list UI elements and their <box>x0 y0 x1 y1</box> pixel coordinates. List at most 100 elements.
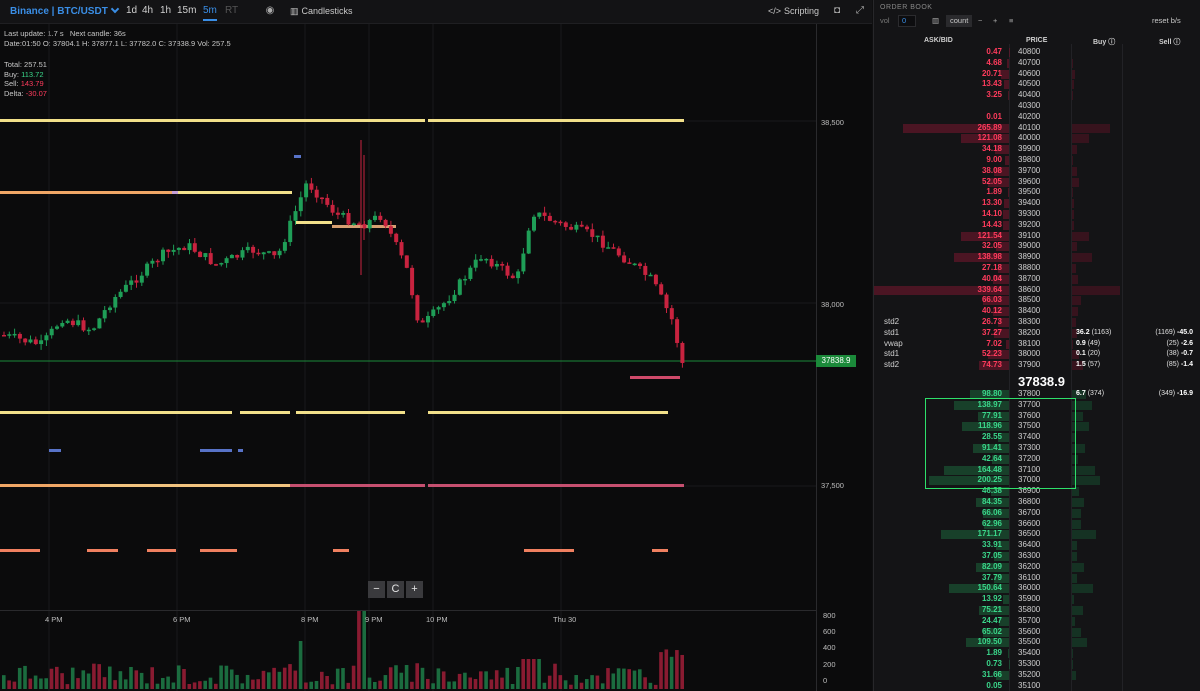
eye-icon[interactable]: ◉ <box>265 5 275 16</box>
camera-icon[interactable]: ◘ <box>833 5 841 16</box>
bid-row[interactable]: 66.06 36700 <box>874 508 1200 519</box>
time-axis[interactable]: 4 PM 6 PM 8 PM 9 PM 10 PM Thu 30 <box>0 610 816 624</box>
zoom-out-button[interactable]: − <box>368 581 385 598</box>
ask-row[interactable]: 1.89 39500 <box>874 187 1200 198</box>
ask-row[interactable]: 40.04 38700 <box>874 274 1200 285</box>
bid-row[interactable]: 33.91 36400 <box>874 540 1200 551</box>
candle <box>664 294 669 309</box>
bid-row[interactable]: 65.02 35600 <box>874 627 1200 638</box>
minus-icon[interactable]: − <box>978 16 983 25</box>
ask-row[interactable]: 37.27 38200 std1 36.2 (1163) (1169) -45.0 <box>874 328 1200 339</box>
bid-row[interactable]: 13.92 35900 <box>874 594 1200 605</box>
buy-volume: 0.1 (20) <box>1076 349 1100 360</box>
buy-volume: 0.9 (49) <box>1076 339 1100 350</box>
bid-row[interactable]: 0.73 35300 <box>874 659 1200 670</box>
bid-row[interactable]: 28.55 37400 <box>874 432 1200 443</box>
count-button[interactable]: count <box>946 15 973 27</box>
expand-icon[interactable]: ⤢ <box>856 5 864 16</box>
bar-chart-icon[interactable]: ▥ <box>932 16 940 25</box>
ask-row[interactable]: 14.43 39200 <box>874 220 1200 231</box>
ask-row[interactable]: 14.10 39300 <box>874 209 1200 220</box>
ask-row[interactable]: 4.68 40700 <box>874 58 1200 69</box>
candles <box>2 140 685 368</box>
price-chart[interactable] <box>0 0 816 691</box>
bid-row[interactable]: 24.47 35700 <box>874 616 1200 627</box>
ask-row[interactable]: 52.23 38000 std1 0.1 (20) (38) -0.7 <box>874 349 1200 360</box>
list-icon[interactable]: ≡ <box>1009 16 1014 25</box>
ask-row[interactable]: 265.89 40100 <box>874 123 1200 134</box>
volume-bar <box>139 672 144 689</box>
ask-row[interactable]: 66.03 38500 <box>874 295 1200 306</box>
ask-row[interactable]: 34.18 39900 <box>874 144 1200 155</box>
candle <box>155 260 160 263</box>
bid-row[interactable]: 1.89 35400 <box>874 648 1200 659</box>
bid-row[interactable]: 98.80 37800 6.7 (374) (349) -16.9 <box>874 389 1200 400</box>
bid-row[interactable]: 118.96 37500 <box>874 421 1200 432</box>
bid-row[interactable]: 46.38 36900 <box>874 486 1200 497</box>
bid-row[interactable]: 109.50 35500 <box>874 637 1200 648</box>
bid-row[interactable]: 82.09 36200 <box>874 562 1200 573</box>
ask-row[interactable]: 13.43 40500 <box>874 79 1200 90</box>
reset-bs-button[interactable]: reset b/s <box>1152 16 1181 25</box>
timeframe-1d[interactable]: 1d <box>126 5 138 16</box>
ask-row[interactable]: 38.08 39700 <box>874 166 1200 177</box>
bid-row[interactable]: 0.05 35100 <box>874 681 1200 691</box>
zoom-reset-button[interactable]: C <box>387 581 404 598</box>
ask-amount: 339.64 <box>977 284 1002 294</box>
ask-amount: 121.08 <box>977 133 1002 143</box>
bid-row[interactable]: 84.35 36800 <box>874 497 1200 508</box>
bid-row[interactable]: 37.79 36100 <box>874 573 1200 584</box>
bid-row[interactable]: 37.05 36300 <box>874 551 1200 562</box>
timeframe-1h[interactable]: 1h <box>160 5 172 16</box>
time-tick: 4 PM <box>45 615 63 624</box>
ask-row[interactable]: 32.05 39000 <box>874 241 1200 252</box>
bid-row[interactable]: 171.17 36500 <box>874 529 1200 540</box>
bid-row[interactable]: 164.48 37100 <box>874 465 1200 476</box>
bid-row[interactable]: 31.66 35200 <box>874 670 1200 681</box>
orderbook-level <box>524 549 574 552</box>
ask-row[interactable]: 74.73 37900 std2 1.5 (57) (85) -1.4 <box>874 360 1200 371</box>
timeframe-5m[interactable]: 5m <box>203 5 217 21</box>
chart-panel[interactable]: Binance | BTC/USDT 1d 4h 1h 15m 5m RT ◉ … <box>0 0 872 691</box>
volume-bar <box>457 673 462 689</box>
symbol-selector[interactable]: Binance | BTC/USDT <box>10 4 120 17</box>
ask-row[interactable]: 27.18 38800 <box>874 263 1200 274</box>
ask-row[interactable]: 40300 <box>874 101 1200 112</box>
timeframe-15m[interactable]: 15m <box>177 5 197 16</box>
volume-bar <box>60 673 64 689</box>
ask-row[interactable]: 9.00 39800 <box>874 155 1200 166</box>
bid-row[interactable]: 75.21 35800 <box>874 605 1200 616</box>
volume-bar <box>187 683 192 689</box>
bid-row[interactable]: 138.97 37700 <box>874 400 1200 411</box>
ask-row[interactable]: 7.02 38100 vwap 0.9 (49) (25) -2.6 <box>874 339 1200 350</box>
ask-row[interactable]: 13.30 39400 <box>874 198 1200 209</box>
candle <box>367 220 372 229</box>
ask-row[interactable]: 52.05 39600 <box>874 177 1200 188</box>
ask-row[interactable]: 0.01 40200 <box>874 112 1200 123</box>
ask-row[interactable]: 138.98 38900 <box>874 252 1200 263</box>
ask-row[interactable]: 20.71 40600 <box>874 69 1200 80</box>
zoom-in-button[interactable]: + <box>406 581 423 598</box>
ask-row[interactable]: 40.12 38400 <box>874 306 1200 317</box>
ask-row[interactable]: 3.25 40400 <box>874 90 1200 101</box>
timeframe-rt[interactable]: RT <box>225 5 239 16</box>
ask-row[interactable]: 26.73 38300 std2 <box>874 317 1200 328</box>
price-level: 39100 <box>1018 230 1041 240</box>
scripting-button[interactable]: </> Scripting <box>768 6 819 16</box>
bid-row[interactable]: 200.25 37000 <box>874 475 1200 486</box>
bid-row[interactable]: 62.96 36600 <box>874 519 1200 530</box>
bid-row[interactable]: 77.91 37600 <box>874 411 1200 422</box>
ask-row[interactable]: 0.47 40800 <box>874 47 1200 58</box>
price-scale[interactable]: 38,500 38,000 37,500 <box>816 24 872 610</box>
candlesticks-button[interactable]: ▥ Candlesticks <box>290 6 353 17</box>
timeframe-4h[interactable]: 4h <box>142 5 154 16</box>
ask-row[interactable]: 339.64 38600 <box>874 285 1200 296</box>
vol-filter-input[interactable]: 0 <box>898 15 916 27</box>
ask-row[interactable]: 121.08 40000 <box>874 133 1200 144</box>
ask-row[interactable]: 121.54 39100 <box>874 231 1200 242</box>
bid-row[interactable]: 150.64 36000 <box>874 583 1200 594</box>
ask-cum-bar <box>1072 145 1077 155</box>
candle <box>420 320 425 323</box>
bid-row[interactable]: 91.41 37300 <box>874 443 1200 454</box>
plus-icon[interactable]: + <box>993 16 998 25</box>
